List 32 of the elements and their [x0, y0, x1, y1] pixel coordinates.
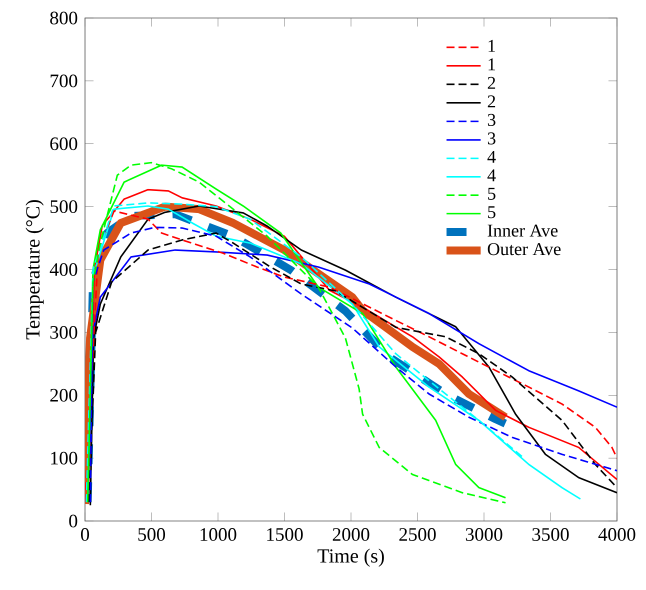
- legend-label: 1: [488, 58, 496, 70]
- y-tick-label: 300: [50, 326, 78, 339]
- x-tick-label: 3000: [466, 528, 502, 541]
- legend-label: 4: [487, 150, 496, 163]
- legend-label: 3: [488, 132, 496, 145]
- legend-label: Inner Ave: [488, 224, 558, 237]
- legend-label: 1: [488, 40, 496, 52]
- y-tick-label: 100: [51, 452, 78, 465]
- x-tick-label: 2500: [399, 528, 436, 541]
- x-tick-label: 2000: [332, 528, 370, 541]
- x-tick-label: 3500: [532, 528, 569, 541]
- x-axis-title: Time (s): [318, 548, 384, 567]
- legend-label: 2: [488, 95, 496, 108]
- x-tick-label: 0: [80, 528, 90, 541]
- legend-label: 5: [488, 206, 496, 218]
- x-tick-label: 500: [138, 528, 166, 541]
- y-tick-label: 200: [50, 388, 78, 402]
- y-tick-label: 400: [50, 263, 78, 276]
- y-tick-label: 800: [50, 12, 78, 24]
- y-axis-title: Temperature (°C): [26, 200, 44, 340]
- y-tick-label: 0: [69, 514, 78, 528]
- y-tick-label: 500: [50, 200, 78, 214]
- legend-label: 4: [487, 169, 496, 182]
- legend-label: 2: [488, 76, 496, 89]
- y-tick-label: 700: [50, 74, 78, 88]
- legend-label: 5: [488, 188, 496, 200]
- y-tick-label: 600: [50, 137, 78, 150]
- x-tick-label: 4000: [598, 528, 636, 541]
- x-tick-label: 1500: [267, 528, 303, 541]
- legend-label: Outer Ave: [488, 243, 561, 256]
- x-tick-label: 1000: [200, 528, 236, 541]
- legend-label: 3: [488, 114, 496, 126]
